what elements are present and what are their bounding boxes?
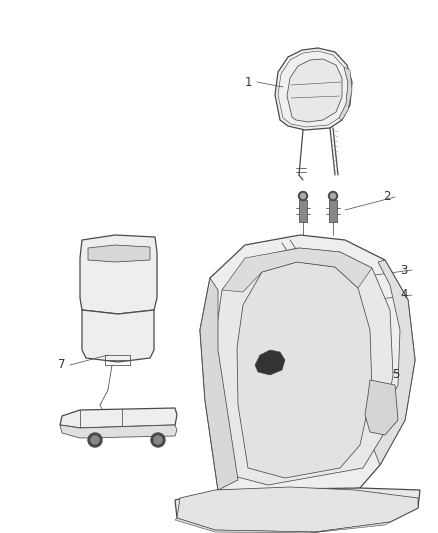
Text: 6: 6 <box>383 399 391 411</box>
Bar <box>299 200 307 222</box>
Text: 1: 1 <box>245 76 252 88</box>
Bar <box>329 200 337 222</box>
Polygon shape <box>255 350 285 375</box>
Polygon shape <box>339 67 352 120</box>
Polygon shape <box>365 380 398 435</box>
Polygon shape <box>222 248 372 292</box>
Circle shape <box>300 193 305 198</box>
Text: 3: 3 <box>400 263 407 277</box>
Polygon shape <box>82 310 154 362</box>
Circle shape <box>91 436 99 444</box>
Text: 2: 2 <box>383 190 391 204</box>
Text: 4: 4 <box>400 288 407 302</box>
Circle shape <box>151 433 165 447</box>
Polygon shape <box>60 425 177 438</box>
Polygon shape <box>370 260 415 465</box>
Circle shape <box>299 191 307 200</box>
Circle shape <box>88 433 102 447</box>
Circle shape <box>328 191 338 200</box>
Circle shape <box>331 193 336 198</box>
Circle shape <box>154 436 162 444</box>
Text: 7: 7 <box>58 359 66 372</box>
Polygon shape <box>237 262 372 478</box>
Polygon shape <box>177 487 418 532</box>
Polygon shape <box>275 48 352 130</box>
Polygon shape <box>200 278 238 490</box>
Polygon shape <box>175 518 390 533</box>
Polygon shape <box>200 235 415 500</box>
Polygon shape <box>60 408 177 428</box>
Polygon shape <box>80 235 157 314</box>
Polygon shape <box>175 488 420 532</box>
Polygon shape <box>88 245 150 262</box>
Polygon shape <box>287 59 342 122</box>
Polygon shape <box>215 248 393 485</box>
Text: 5: 5 <box>392 368 399 382</box>
